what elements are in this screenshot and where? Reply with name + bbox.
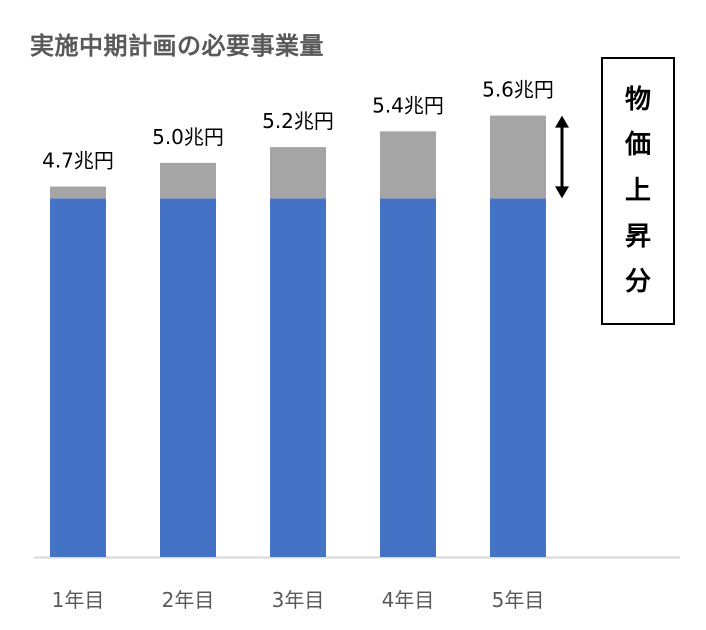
bar-base [50,198,106,557]
x-tick-label: 2年目 [162,588,215,612]
bar-inflation-increase [380,131,436,199]
x-tick-label: 5年目 [492,588,545,612]
inflation-label-char: 上 [624,175,651,206]
bar-base [490,198,546,557]
data-label: 4.7兆円 [42,149,114,173]
inflation-increase-label-box: 物価上昇分 [601,57,675,325]
data-label: 5.2兆円 [262,109,334,133]
inflation-label-char: 価 [624,130,651,161]
increase-arrow-head-down [555,186,569,199]
bar-base [160,198,216,557]
bar-inflation-increase [160,162,216,199]
inflation-label-char: 分 [624,267,651,298]
bar-base [270,198,326,557]
chart-title: 実施中期計画の必要事業量 [30,32,324,60]
x-tick-label: 3年目 [272,588,325,612]
data-label: 5.4兆円 [372,93,444,117]
inflation-label-char: 物 [624,84,651,115]
x-tick-label: 1年目 [52,588,105,612]
bar-inflation-increase [270,147,326,199]
inflation-label-char: 昇 [624,221,651,252]
increase-arrow-head-up [555,115,569,128]
x-tick-label: 4年目 [382,588,435,612]
data-label: 5.0兆円 [152,125,224,149]
bar-inflation-increase [490,115,546,199]
data-label: 5.6兆円 [482,78,554,102]
bar-base [380,198,436,557]
bar-inflation-increase [50,186,106,199]
